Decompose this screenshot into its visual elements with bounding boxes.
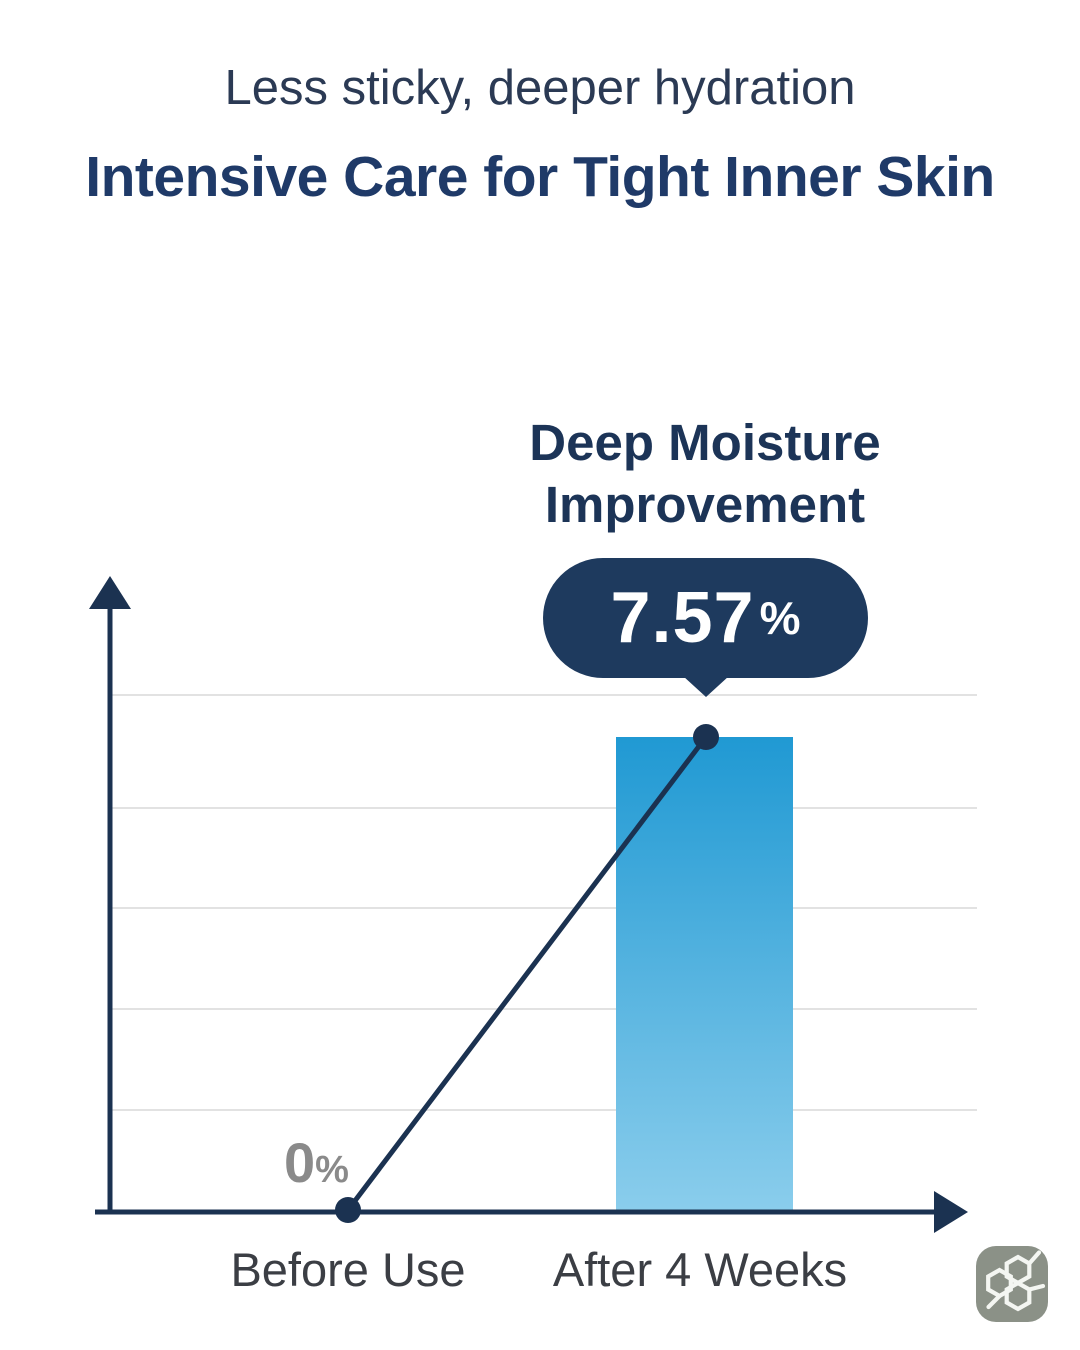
x-axis-label-after-4-weeks: After 4 Weeks xyxy=(552,1243,848,1296)
bar-after-4-weeks xyxy=(616,737,793,1210)
molecule-hexagons-icon xyxy=(986,1250,1046,1312)
value-callout: 7.57 % xyxy=(543,558,868,697)
baseline-value: 0 xyxy=(284,1131,316,1194)
headline-title: Intensive Care for Tight Inner Skin xyxy=(85,145,995,209)
data-point-after-4-weeks xyxy=(693,724,719,750)
y-axis-arrowhead-icon xyxy=(89,576,131,609)
x-axis-label-before-use: Before Use xyxy=(230,1243,466,1296)
brand-logo xyxy=(976,1246,1048,1322)
baseline-percent-sign: % xyxy=(315,1149,349,1191)
chart-title: Deep Moisture Improvement xyxy=(405,412,1005,536)
chart-title-line1: Deep Moisture xyxy=(529,414,881,471)
baseline-value-label: 0% xyxy=(284,1130,349,1195)
gridlines xyxy=(112,694,977,1111)
x-axis-arrowhead-icon xyxy=(934,1191,968,1233)
callout-tail xyxy=(682,676,729,697)
callout-value: 7.57 xyxy=(610,578,755,658)
trend-line xyxy=(345,734,709,1213)
callout-percent-sign: % xyxy=(759,592,801,644)
data-point-before-use xyxy=(335,1197,361,1223)
headline-subtitle: Less sticky, deeper hydration xyxy=(224,61,856,115)
chart-title-line2: Improvement xyxy=(544,476,866,534)
